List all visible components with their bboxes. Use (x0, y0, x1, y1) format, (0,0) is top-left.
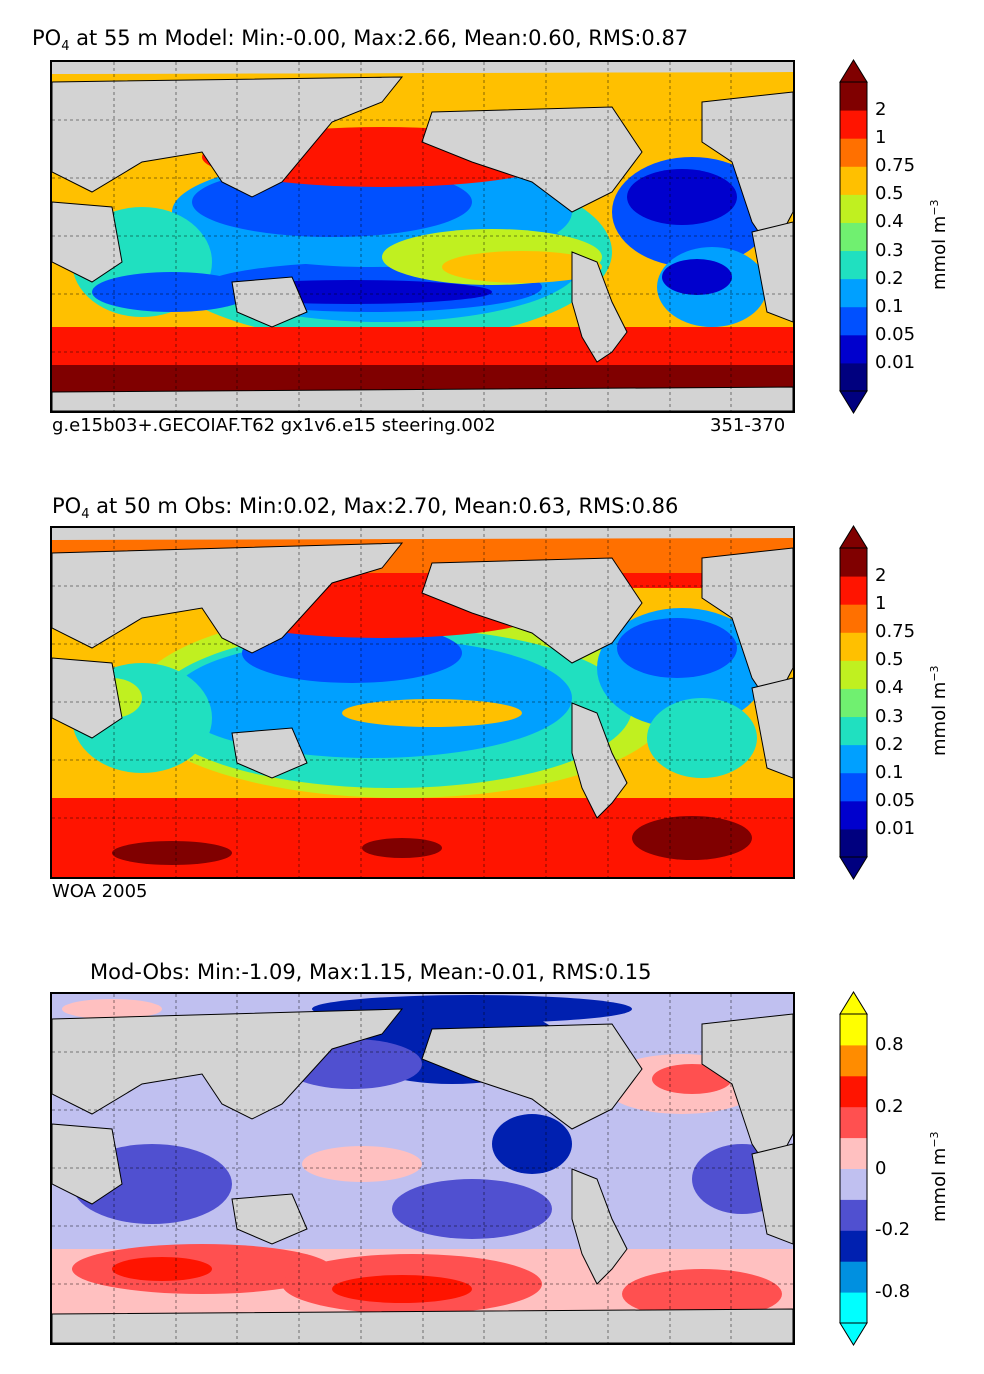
colorbar-segment (840, 1106, 867, 1139)
colorbar-segment (840, 1261, 867, 1293)
colorbar-tick-label: 0.01 (875, 817, 916, 839)
panel2-colorbar-svg (839, 525, 868, 880)
panel1-colorbar (839, 59, 868, 414)
colorbar-tick-label: 0.4 (875, 677, 904, 699)
colorbar-tick-label: 0.01 (875, 351, 916, 373)
colorbar-segment (840, 82, 867, 111)
colorbar-segment (840, 1168, 867, 1200)
panel1-map (50, 60, 795, 413)
colorbar-tick-label: 0.1 (875, 761, 904, 783)
panel2-title: PO4 at 50 m Obs: Min:0.02, Max:2.70, Mea… (52, 494, 678, 522)
panel2-unit-exp: −3 (928, 665, 941, 682)
colorbar-tick-label: 0.1 (875, 295, 904, 317)
colorbar-segment (840, 334, 867, 364)
colorbar-segment (840, 1199, 867, 1231)
panel2-title-sub: 4 (81, 507, 90, 523)
panel1-unit-exp: −3 (928, 199, 941, 216)
colorbar-segment (840, 604, 867, 633)
colorbar-segment (840, 548, 867, 577)
colorbar-segment (840, 250, 867, 280)
panel1-title-sub: 4 (61, 39, 70, 55)
colorbar-segment (840, 194, 867, 223)
panel3-map-svg (52, 994, 793, 1343)
colorbar-tick-label: 0.2 (875, 1095, 904, 1117)
panel1-colorbar-svg (839, 59, 868, 414)
panel2-title-var: PO (52, 494, 82, 518)
colorbar-tick-label: -0.2 (875, 1219, 911, 1241)
colorbar-tick-label: 0.75 (875, 155, 916, 177)
colorbar-segment (840, 576, 867, 605)
panel1-unit: mmol m (929, 215, 950, 290)
panel1-title-var: PO (32, 26, 62, 50)
panel2-colorbar (839, 525, 868, 880)
panel2-title-rest: at 50 m Obs: Min:0.02, Max:2.70, Mean:0.… (89, 494, 679, 518)
panel3-title-text: Mod-Obs: Min:-1.09, Max:1.15, Mean:-0.01… (90, 960, 652, 984)
colorbar-tick-label: 0.05 (875, 323, 916, 345)
colorbar-tick-label: -0.8 (875, 1281, 911, 1303)
colorbar-tick-label: 0.2 (875, 267, 904, 289)
colorbar-segment (840, 306, 867, 336)
panel2-map-svg (52, 528, 793, 877)
panel3-map (50, 992, 795, 1345)
colorbar-segment (840, 1014, 867, 1046)
panel1-caption-right: 351-370 (710, 415, 786, 436)
colorbar-segment (840, 660, 867, 689)
colorbar-extend-min (839, 390, 868, 414)
colorbar-tick-label: 2 (875, 565, 887, 587)
colorbar-segment (840, 278, 867, 308)
colorbar-tick-label: 0.2 (875, 733, 904, 755)
colorbar-extend-max (839, 991, 868, 1015)
colorbar-tick-label: 0.3 (875, 705, 904, 727)
colorbar-tick-label: 0.5 (875, 183, 904, 205)
colorbar-segment (840, 1137, 867, 1169)
panel1-caption-left: g.e15b03+.GECOIAF.T62 gx1v6.e15 steering… (52, 415, 496, 436)
colorbar-segment (840, 716, 867, 746)
panel3-unit-exp: −3 (928, 1131, 941, 1148)
panel3-unit: mmol m (929, 1147, 950, 1222)
colorbar-segment (840, 632, 867, 661)
colorbar-tick-label: 0.8 (875, 1033, 904, 1055)
colorbar-segment (840, 222, 867, 252)
colorbar-tick-label: 0 (875, 1157, 887, 1179)
colorbar-segment (840, 362, 867, 392)
colorbar-segment (840, 166, 867, 195)
colorbar-tick-label: 0.5 (875, 649, 904, 671)
panel2-unit-label: mmol m−3 (928, 665, 950, 756)
colorbar-segment (840, 800, 867, 830)
colorbar-tick-label: 0.3 (875, 239, 904, 261)
colorbar-segment (840, 1230, 867, 1262)
panel3-colorbar-svg (839, 991, 868, 1346)
colorbar-extend-min (839, 1322, 868, 1346)
colorbar-tick-label: 0.4 (875, 211, 904, 233)
colorbar-segment (840, 110, 867, 139)
colorbar-segment (840, 744, 867, 774)
colorbar-tick-label: 1 (875, 127, 887, 149)
panel3-colorbar (839, 991, 868, 1346)
panel3-title: Mod-Obs: Min:-1.09, Max:1.15, Mean:-0.01… (90, 960, 651, 984)
panel2-map (50, 526, 795, 879)
panel2-caption-left: WOA 2005 (52, 881, 148, 902)
panel1-unit-label: mmol m−3 (928, 199, 950, 290)
colorbar-segment (840, 1044, 867, 1077)
colorbar-tick-label: 1 (875, 593, 887, 615)
panel2-unit: mmol m (929, 681, 950, 756)
colorbar-segment (840, 1075, 867, 1108)
colorbar-extend-min (839, 856, 868, 880)
colorbar-segment (840, 1292, 867, 1324)
colorbar-segment (840, 688, 867, 718)
colorbar-segment (840, 772, 867, 802)
colorbar-extend-max (839, 525, 868, 549)
panel1-title-rest: at 55 m Model: Min:-0.00, Max:2.66, Mean… (69, 26, 689, 50)
panel3-unit-label: mmol m−3 (928, 1131, 950, 1222)
colorbar-tick-label: 0.75 (875, 621, 916, 643)
colorbar-tick-label: 2 (875, 99, 887, 121)
panel1-map-svg (52, 62, 793, 411)
colorbar-tick-label: 0.05 (875, 789, 916, 811)
colorbar-segment (840, 138, 867, 167)
colorbar-segment (840, 828, 867, 858)
colorbar-extend-max (839, 59, 868, 83)
panel1-title: PO4 at 55 m Model: Min:-0.00, Max:2.66, … (32, 26, 688, 54)
